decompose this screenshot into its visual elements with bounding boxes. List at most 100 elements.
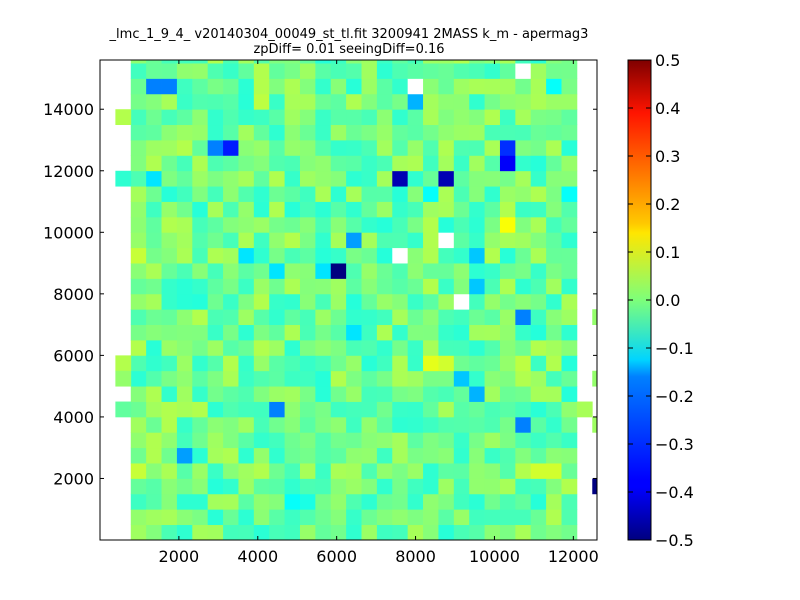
heatmap-cell [484, 447, 501, 464]
heatmap-cell [530, 140, 547, 156]
colorbar-tick-label: 0.5 [655, 51, 680, 70]
heatmap-cell [515, 140, 532, 156]
heatmap-cell [361, 186, 378, 202]
heatmap-cell [269, 93, 285, 110]
heatmap-cell [284, 293, 301, 310]
y-tick-label: 8000 [53, 285, 94, 304]
heatmap-cell [361, 324, 378, 341]
heatmap-cell [223, 493, 239, 510]
heatmap-cell [269, 432, 285, 449]
heatmap-cell [484, 155, 501, 172]
heatmap-cell [315, 170, 332, 187]
heatmap-cell [299, 93, 316, 110]
heatmap-cell [346, 309, 362, 326]
heatmap-cell [561, 124, 578, 141]
heatmap-cell [423, 140, 439, 156]
heatmap-cell [376, 432, 393, 449]
heatmap-cell [284, 386, 301, 402]
heatmap-cell [176, 201, 193, 218]
heatmap-cell [253, 463, 270, 479]
heatmap-cell [130, 432, 147, 449]
heatmap-cell [223, 201, 239, 218]
heatmap-cell [315, 524, 332, 540]
heatmap-cell [299, 401, 316, 418]
heatmap-cell [561, 416, 578, 433]
heatmap-cell [176, 416, 193, 433]
heatmap-cell [484, 186, 501, 202]
heatmap-cell [407, 155, 424, 172]
heatmap-cell [269, 63, 285, 79]
heatmap-cell [238, 232, 255, 249]
heatmap-cell [176, 124, 193, 141]
heatmap-cell [299, 324, 316, 341]
heatmap-cell [484, 355, 501, 372]
heatmap-cell [453, 186, 470, 202]
heatmap-cell [499, 386, 516, 402]
heatmap-cell [176, 401, 193, 418]
heatmap-cell [299, 140, 316, 156]
heatmap-cell [238, 140, 255, 156]
heatmap-cell [530, 263, 547, 279]
heatmap-cell [438, 370, 455, 387]
heatmap-cell [376, 386, 393, 402]
heatmap-cell [238, 416, 255, 433]
colorbar-tick-label: −0.1 [655, 339, 694, 358]
heatmap-cell [499, 216, 516, 233]
heatmap-cell [146, 278, 162, 295]
heatmap-cell [330, 324, 347, 341]
heatmap-cell [499, 124, 516, 141]
heatmap-cell [176, 186, 193, 202]
heatmap-cell [146, 370, 162, 387]
heatmap-cell [146, 155, 162, 172]
heatmap-cell [330, 93, 347, 110]
heatmap-cell [361, 432, 378, 449]
heatmap-cell [176, 109, 193, 126]
heatmap-cell [423, 463, 439, 479]
heatmap-cell [484, 386, 501, 402]
heatmap-cell [253, 493, 270, 510]
heatmap-cell [453, 263, 470, 279]
heatmap-cell [299, 478, 316, 495]
heatmap-cell [407, 493, 424, 510]
heatmap-cell [146, 93, 162, 110]
heatmap-cell [146, 416, 162, 433]
y-tick-label: 2000 [53, 469, 94, 488]
heatmap-cell [146, 493, 162, 510]
heatmap-cell [192, 247, 209, 264]
heatmap-cell [115, 401, 132, 418]
heatmap-cell [438, 478, 455, 495]
heatmap-cell [484, 524, 501, 540]
heatmap-cell [499, 155, 516, 172]
heatmap-cell [223, 216, 239, 233]
heatmap-cell [515, 63, 532, 79]
heatmap-cell [423, 493, 439, 510]
heatmap-cell [376, 324, 393, 341]
heatmap-cell [176, 463, 193, 479]
heatmap-cell [223, 124, 239, 141]
heatmap-cell [453, 447, 470, 464]
heatmap-cell [546, 324, 562, 341]
heatmap-cell [207, 324, 224, 341]
heatmap-cell [223, 324, 239, 341]
heatmap-cell [253, 232, 270, 249]
heatmap-cell [223, 416, 239, 433]
heatmap-cell [438, 109, 455, 126]
colorbar-tick-label: −0.2 [655, 387, 694, 406]
heatmap-cell [453, 201, 470, 218]
heatmap-cell [484, 416, 501, 433]
heatmap-cell [192, 60, 209, 64]
heatmap-cell [469, 370, 485, 387]
heatmap-cell [484, 247, 501, 264]
heatmap-cell [484, 140, 501, 156]
heatmap-cell [330, 293, 347, 310]
heatmap-cell [146, 463, 162, 479]
heatmap-cell [253, 524, 270, 540]
heatmap-cell [346, 263, 362, 279]
heatmap-cell [176, 293, 193, 310]
heatmap-cell [499, 247, 516, 264]
heatmap-cell [299, 463, 316, 479]
heatmap-cell [438, 201, 455, 218]
heatmap-cell [192, 355, 209, 372]
heatmap-cell [361, 386, 378, 402]
heatmap-cell [499, 309, 516, 326]
